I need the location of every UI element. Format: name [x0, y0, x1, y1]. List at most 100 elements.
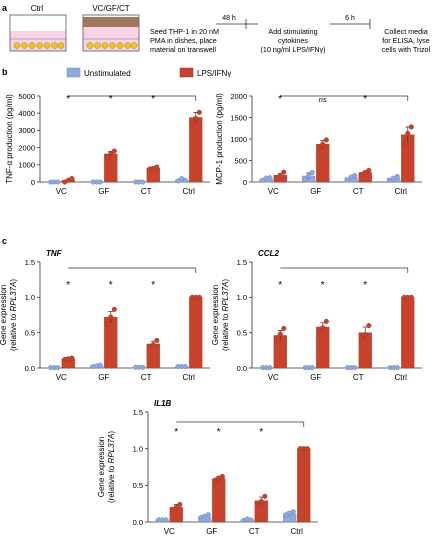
x-tick-label: CT — [353, 187, 364, 196]
data-point — [104, 154, 110, 160]
data-point — [309, 169, 315, 176]
significance-marker: * — [174, 427, 178, 438]
data-point — [262, 493, 268, 499]
x-tick-label: GF — [310, 187, 321, 196]
data-point — [345, 177, 351, 183]
significance-marker: * — [259, 427, 263, 438]
bar-lps-ctrl — [189, 297, 203, 369]
data-point — [140, 364, 146, 370]
data-point — [182, 177, 188, 183]
data-point — [193, 115, 199, 121]
chart-ccl2: 0.0 0.5 1.0 1.5 Gene expression (relative to … — [211, 249, 422, 382]
y-tick-label: 0 — [243, 178, 247, 187]
data-point — [306, 173, 312, 179]
x-tick-label: Ctrl — [183, 187, 196, 196]
data-point — [140, 179, 146, 185]
y-tick-label: 0.0 — [237, 364, 247, 373]
bar-lps-ctrl — [189, 117, 203, 183]
data-point — [401, 141, 407, 147]
significance-marker: * — [278, 280, 282, 291]
step-2-line-3: (10 ng/ml LPS/IFNγ) — [260, 45, 325, 54]
data-point — [154, 337, 160, 343]
bar-lps-ctrl — [297, 448, 311, 523]
data-point — [408, 294, 414, 300]
y-tick-label: 3000 — [18, 126, 35, 135]
data-point — [111, 306, 117, 312]
x-tick-label: Ctrl — [395, 187, 408, 196]
significance-marker: * — [66, 280, 70, 291]
step-1-line-2: PMA in dishes, place — [150, 36, 217, 45]
data-point — [302, 176, 308, 182]
significance-marker: * — [363, 94, 367, 105]
data-point — [267, 175, 273, 181]
data-point — [274, 338, 280, 344]
data-point — [362, 332, 368, 338]
data-point — [55, 179, 61, 185]
protocol-timeline: Seed THP-1 in 20 nM PMA in dishes, place… — [150, 15, 431, 54]
y-tick-label: 2000 — [230, 92, 247, 101]
data-point — [316, 328, 322, 334]
data-point — [277, 331, 283, 337]
y-axis-label-line-1: Gene expression — [97, 437, 106, 497]
x-tick-label: VC — [268, 373, 279, 382]
data-point — [182, 364, 188, 370]
y-axis-label-line-2: (relative to RPL37A) — [221, 279, 230, 351]
x-tick-label: GF — [206, 527, 217, 536]
x-tick-label: VC — [56, 187, 67, 196]
data-point — [394, 173, 400, 179]
legend-unstim-swatch — [66, 67, 81, 78]
data-point — [258, 498, 264, 505]
y-tick-label: 500 — [234, 156, 247, 165]
y-tick-label: 0.5 — [25, 328, 35, 337]
x-tick-label: CT — [141, 373, 152, 382]
data-point — [97, 179, 103, 185]
legend-unstim-label: Unstimulated — [84, 69, 131, 78]
x-tick-label: VC — [164, 527, 175, 536]
data-point — [219, 473, 225, 480]
y-tick-label: 1000 — [230, 135, 247, 144]
y-tick-label: 2000 — [18, 143, 35, 152]
legend: Unstimulated LPS/IFNγ — [66, 67, 231, 78]
significance-marker: * — [66, 94, 70, 105]
x-tick-label: Ctrl — [183, 373, 196, 382]
data-point — [320, 325, 326, 331]
y-tick-label: 0 — [31, 178, 35, 187]
chart-il1b: 0.0 0.5 1.0 1.5 Gene expression (relative to … — [97, 399, 318, 536]
data-point — [394, 365, 400, 371]
y-axis-label: TNF-α production (pg/ml) — [5, 94, 14, 184]
significance-marker: * — [321, 280, 325, 291]
data-point — [163, 517, 169, 523]
bar-lps-ctrl — [401, 297, 415, 369]
y-tick-label: 1.5 — [25, 258, 35, 267]
gene-title: TNF — [46, 249, 63, 258]
y-tick-label: 1500 — [230, 113, 247, 122]
data-point — [150, 342, 156, 348]
y-tick-label: 1.0 — [133, 444, 143, 453]
x-tick-label: VC — [268, 187, 279, 196]
y-tick-label: 0.0 — [133, 518, 143, 527]
x-tick-label: GF — [310, 373, 321, 382]
bar-lps-gf — [212, 478, 226, 523]
y-tick-label: 0.5 — [237, 328, 247, 337]
data-point — [323, 318, 329, 324]
significance-marker: * — [278, 94, 282, 105]
data-point — [304, 446, 310, 452]
data-point — [277, 173, 283, 179]
significance-marker: * — [109, 94, 113, 105]
x-tick-label: CT — [249, 527, 260, 536]
treatment-well-icon — [82, 14, 140, 52]
legend-lps-swatch — [179, 67, 194, 78]
data-point — [108, 151, 114, 157]
data-point — [97, 362, 103, 368]
step-1-line-1: Seed THP-1 in 20 nM — [150, 27, 219, 36]
panel-label-c: c — [2, 236, 7, 246]
step-3-line-2: for ELISA, lyse — [382, 36, 430, 45]
data-point — [154, 164, 160, 170]
y-tick-label: 1.5 — [133, 408, 143, 417]
x-tick-label: Ctrl — [395, 373, 408, 382]
legend-lps-label: LPS/IFNγ — [197, 69, 231, 78]
data-point — [175, 178, 181, 184]
well-ctrl-label: Ctrl — [31, 4, 44, 13]
data-point — [104, 321, 110, 327]
